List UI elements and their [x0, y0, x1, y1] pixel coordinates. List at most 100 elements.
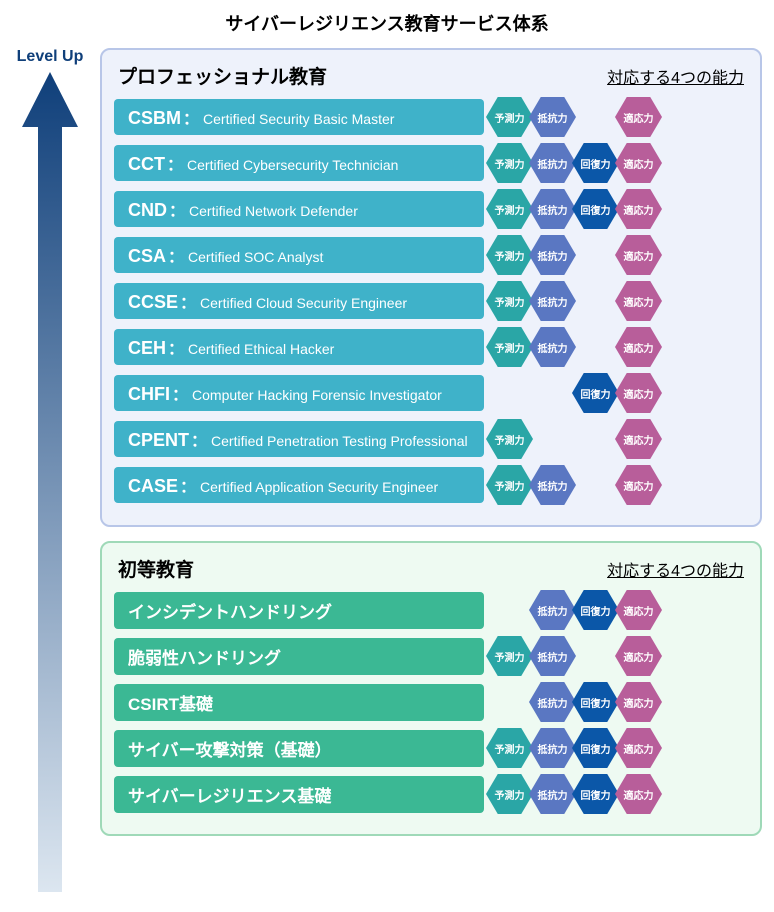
capability-hex-resist: 抵抗力: [529, 97, 576, 137]
course-pill: CSIRT基礎: [114, 684, 484, 721]
course-name: Certified Cybersecurity Technician: [187, 157, 398, 173]
capability-hex-resist: 抵抗力: [529, 143, 576, 183]
course-row: CCT：Certified Cybersecurity Technician 予測…: [114, 143, 748, 183]
capability-hex-recover: [572, 327, 619, 367]
course-separator: ：: [168, 243, 184, 267]
course-code: 脆弱性ハンドリング: [128, 644, 281, 669]
capabilities-header: 対応する4つの能力: [607, 64, 744, 88]
course-pill: CHFI：Computer Hacking Forensic Investiga…: [114, 375, 484, 411]
course-row: CSA：Certified SOC Analyst予測力抵抗力適応力: [114, 235, 748, 275]
capability-hex-adapt: 適応力: [615, 590, 662, 630]
capability-hex-group: 予測力抵抗力回復力適応力: [490, 189, 662, 229]
capability-hex-resist: [529, 373, 576, 413]
capability-hex-resist: 抵抗力: [529, 189, 576, 229]
course-pill: 脆弱性ハンドリング: [114, 638, 484, 675]
capability-hex-predict: 予測力: [486, 327, 533, 367]
capability-hex-recover: 回復力: [572, 189, 619, 229]
course-name: Certified Application Security Engineer: [200, 479, 438, 495]
course-pill: CASE：Certified Application Security Engi…: [114, 467, 484, 503]
capability-hex-adapt: 適応力: [615, 143, 662, 183]
page: サイバーレジリエンス教育サービス体系 Level Up プロフェッショナル教育対…: [0, 0, 774, 912]
course-name: Certified Security Basic Master: [203, 111, 394, 127]
capability-hex-recover: 回復力: [572, 143, 619, 183]
capability-hex-group: 予測力抵抗力回復力適応力: [490, 143, 662, 183]
capability-hex-group: 予測力抵抗力回復力適応力: [490, 728, 662, 768]
capability-hex-resist: 抵抗力: [529, 590, 576, 630]
course-code: CASE: [128, 476, 178, 497]
course-code: CND: [128, 200, 167, 221]
capability-label: 回復力: [572, 189, 619, 229]
capability-hex-recover: 回復力: [572, 682, 619, 722]
capability-label: 適応力: [615, 728, 662, 768]
capability-label: 抵抗力: [529, 143, 576, 183]
capability-hex-recover: [572, 97, 619, 137]
capability-hex-predict: 予測力: [486, 774, 533, 814]
capability-label: 抵抗力: [529, 682, 576, 722]
panel-header: プロフェッショナル教育 対応する4つの能力: [114, 60, 748, 97]
education-panel: プロフェッショナル教育対応する4つの能力CSBM：Certified Secur…: [100, 48, 762, 527]
capability-label: 適応力: [615, 636, 662, 676]
capability-label: 回復力: [572, 373, 619, 413]
panel-header: 初等教育 対応する4つの能力: [114, 553, 748, 590]
level-up-label: Level Up: [17, 48, 84, 66]
course-separator: ：: [169, 197, 185, 221]
capability-hex-recover: 回復力: [572, 774, 619, 814]
panel-title: 初等教育: [118, 555, 194, 582]
capability-label: 抵抗力: [529, 97, 576, 137]
capabilities-header: 対応する4つの能力: [607, 557, 744, 581]
course-pill: CSA：Certified SOC Analyst: [114, 237, 484, 273]
capability-label: 適応力: [615, 281, 662, 321]
panel-title: プロフェッショナル教育: [118, 62, 327, 89]
course-code: CSIRT基礎: [128, 690, 213, 715]
course-row: CPENT：Certified Penetration Testing Prof…: [114, 419, 748, 459]
course-pill: CPENT：Certified Penetration Testing Prof…: [114, 421, 484, 457]
course-separator: ：: [180, 473, 196, 497]
course-separator: ：: [172, 381, 188, 405]
panels-container: プロフェッショナル教育対応する4つの能力CSBM：Certified Secur…: [100, 48, 774, 892]
capability-hex-adapt: 適応力: [615, 419, 662, 459]
capability-hex-predict: 予測力: [486, 728, 533, 768]
capability-hex-group: 予測力抵抗力適応力: [490, 465, 662, 505]
course-pill: サイバー攻撃対策（基礎）: [114, 730, 484, 767]
main: Level Up プロフェッショナル教育対応する4つの能力CSBM：Certif…: [0, 48, 774, 892]
capability-hex-group: 抵抗力回復力適応力: [490, 590, 662, 630]
capability-label: 抵抗力: [529, 235, 576, 275]
capability-label: 抵抗力: [529, 728, 576, 768]
course-pill: インシデントハンドリング: [114, 592, 484, 629]
course-separator: ：: [168, 335, 184, 359]
capability-hex-resist: 抵抗力: [529, 728, 576, 768]
course-separator: ：: [180, 289, 196, 313]
course-row: CSIRT基礎 抵抗力回復力適応力: [114, 682, 748, 722]
capability-hex-predict: 予測力: [486, 143, 533, 183]
capability-hex-recover: [572, 419, 619, 459]
capability-label: 予測力: [486, 465, 533, 505]
course-code: CSBM: [128, 108, 181, 129]
course-code: CCT: [128, 154, 165, 175]
capability-hex-resist: 抵抗力: [529, 682, 576, 722]
capability-label: 抵抗力: [529, 189, 576, 229]
capability-hex-predict: 予測力: [486, 189, 533, 229]
course-code: CSA: [128, 246, 166, 267]
capability-label: 回復力: [572, 682, 619, 722]
capability-hex-predict: 予測力: [486, 465, 533, 505]
capability-hex-group: 抵抗力回復力適応力: [490, 682, 662, 722]
capability-label: 予測力: [486, 419, 533, 459]
course-row: CHFI：Computer Hacking Forensic Investiga…: [114, 373, 748, 413]
capability-hex-predict: [486, 590, 533, 630]
capability-label: 適応力: [615, 97, 662, 137]
capability-label: 予測力: [486, 327, 533, 367]
capability-label: 抵抗力: [529, 281, 576, 321]
capability-label: 抵抗力: [529, 327, 576, 367]
course-name: Certified Network Defender: [189, 203, 358, 219]
course-code: CHFI: [128, 384, 170, 405]
course-name: Certified Cloud Security Engineer: [200, 295, 407, 311]
capability-label: 適応力: [615, 189, 662, 229]
course-pill: CSBM：Certified Security Basic Master: [114, 99, 484, 135]
capability-hex-predict: [486, 682, 533, 722]
capability-hex-predict: [486, 373, 533, 413]
capability-hex-group: 予測力適応力: [490, 419, 662, 459]
capability-label: 予測力: [486, 774, 533, 814]
capability-hex-adapt: 適応力: [615, 281, 662, 321]
course-separator: ：: [167, 151, 183, 175]
course-row: CEH：Certified Ethical Hacker予測力抵抗力適応力: [114, 327, 748, 367]
